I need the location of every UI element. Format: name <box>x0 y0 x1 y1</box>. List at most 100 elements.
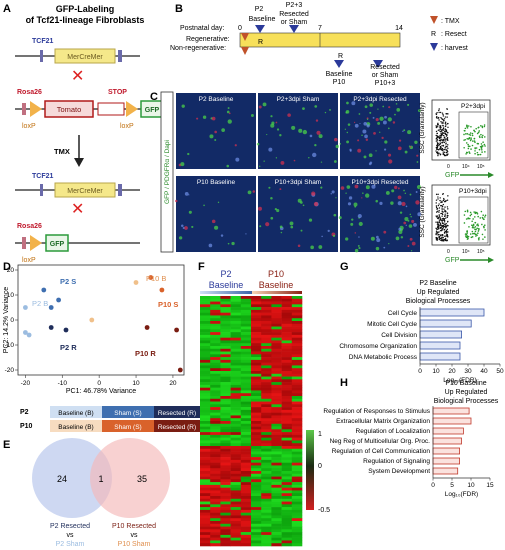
micrograph-signal <box>384 148 387 151</box>
heatmap-cell <box>230 454 242 458</box>
heatmap-cell <box>271 418 282 422</box>
micrograph-signal <box>410 215 412 218</box>
heatmap-cell <box>210 382 221 386</box>
heatmap-cell <box>210 440 221 444</box>
heatmap-cell <box>230 462 242 466</box>
flow-event-negative <box>444 132 446 135</box>
heatmap-cell <box>261 382 272 386</box>
heatmap-cell <box>220 507 231 511</box>
flow-event-negative <box>441 210 443 213</box>
flow-event-negative <box>438 111 440 114</box>
heatmap-cell <box>251 496 262 500</box>
micrograph-signal <box>318 245 323 249</box>
heatmap-cell <box>281 471 293 475</box>
micrograph-signal <box>181 224 184 228</box>
heatmap-cell <box>230 357 242 361</box>
heatmap-cell <box>261 348 272 352</box>
flow-event-gfp <box>469 233 472 235</box>
flow-event-gfp <box>467 143 469 146</box>
flow-event-negative <box>435 199 438 201</box>
heatmap-cell <box>210 368 221 372</box>
flow-plot-2-ylabel: SSC (Granularity) <box>419 186 426 237</box>
go-bar-label: Chromosome Organization <box>339 343 417 350</box>
heatmap-cell <box>220 423 231 427</box>
heatmap-cell <box>271 365 282 369</box>
flow-event-gfp <box>465 233 468 236</box>
flow-event-gfp <box>473 137 476 140</box>
heatmap-cell <box>200 462 211 466</box>
heatmap-cell <box>220 340 231 344</box>
heatmap-cell <box>200 334 211 338</box>
pca-point <box>48 325 54 330</box>
heatmap-cell <box>200 393 211 397</box>
micrograph-signal <box>416 154 419 157</box>
heatmap-cell <box>251 443 262 447</box>
heatmap-cell <box>200 440 211 444</box>
heatmap-cell <box>210 521 221 525</box>
heatmap-cell <box>271 537 282 541</box>
micrograph-signal <box>184 226 188 230</box>
heatmap-cell <box>220 318 231 322</box>
heatmap-cell <box>251 512 262 516</box>
micrograph-signal <box>252 190 256 193</box>
heatmap-cell <box>271 357 282 361</box>
flow-event-gfp <box>476 142 479 145</box>
p2-resected-label: Resected <box>279 11 309 18</box>
legend-col-baseline-p10: Baseline (B) <box>58 424 93 431</box>
flow-gate-1 <box>458 111 489 159</box>
heatmap-cell <box>251 398 262 402</box>
heatmap-cell <box>230 473 242 477</box>
heatmap-cell <box>200 301 211 305</box>
heatmap-cell <box>220 362 231 366</box>
flow-event-negative <box>444 223 446 226</box>
flow-event-negative <box>441 118 443 120</box>
heatmap-cell <box>240 373 252 377</box>
flow-event-negative <box>446 153 448 156</box>
heatmap-cell <box>251 329 262 333</box>
heatmap-cell <box>200 346 211 350</box>
micrograph-signal <box>377 121 381 125</box>
heatmap-cell <box>210 351 221 355</box>
flow-event-gfp <box>466 125 469 127</box>
heatmap-cell <box>271 446 282 450</box>
heatmap-cell <box>240 521 252 525</box>
heatmap-cell <box>251 382 262 386</box>
flow-event-gfp <box>463 222 466 224</box>
p10-resected-label: Resected <box>370 64 400 71</box>
micrograph-signal <box>369 161 373 165</box>
heatmap-cell <box>230 429 242 433</box>
flow-event-gfp <box>476 132 479 135</box>
heatmap-cell <box>230 509 242 513</box>
flow-event-gfp <box>468 226 470 228</box>
heatmap-cell <box>200 432 211 436</box>
flow-plot-2: P10+3dpi SSC (Granularity) 0 10⁴ 10⁵ GFP <box>419 184 494 264</box>
heatmap-cell <box>220 451 231 455</box>
micrograph-signal <box>309 134 313 138</box>
heatmap-cell <box>251 507 262 511</box>
flow-event-gfp <box>464 235 467 237</box>
heatmap-cell <box>220 326 231 330</box>
flow-event-gfp <box>472 218 474 220</box>
flow-event-negative <box>437 217 439 220</box>
micrograph-signal <box>353 121 356 124</box>
heatmap-cell <box>251 373 262 377</box>
heatmap-cell <box>230 471 242 475</box>
flow-event-negative <box>443 238 445 241</box>
heatmap-cell <box>281 479 293 483</box>
heatmap-cell <box>210 407 221 411</box>
heatmap-cell <box>281 507 293 511</box>
flow-event-negative <box>445 226 448 228</box>
heatmap-cell <box>281 540 293 544</box>
heatmap-cell <box>291 343 303 347</box>
resect-marker-2: R <box>338 53 343 60</box>
heatmap-cell <box>220 421 231 425</box>
heatmap-cell <box>200 373 211 377</box>
panel-g-title-2: Up Regulated <box>417 289 460 296</box>
heatmap-cell <box>261 371 272 375</box>
heatmap-cell <box>230 351 242 355</box>
flow-event-gfp <box>477 153 480 156</box>
pca-point <box>159 287 165 293</box>
flow-event-negative <box>445 113 448 115</box>
heatmap-cell <box>251 540 262 544</box>
